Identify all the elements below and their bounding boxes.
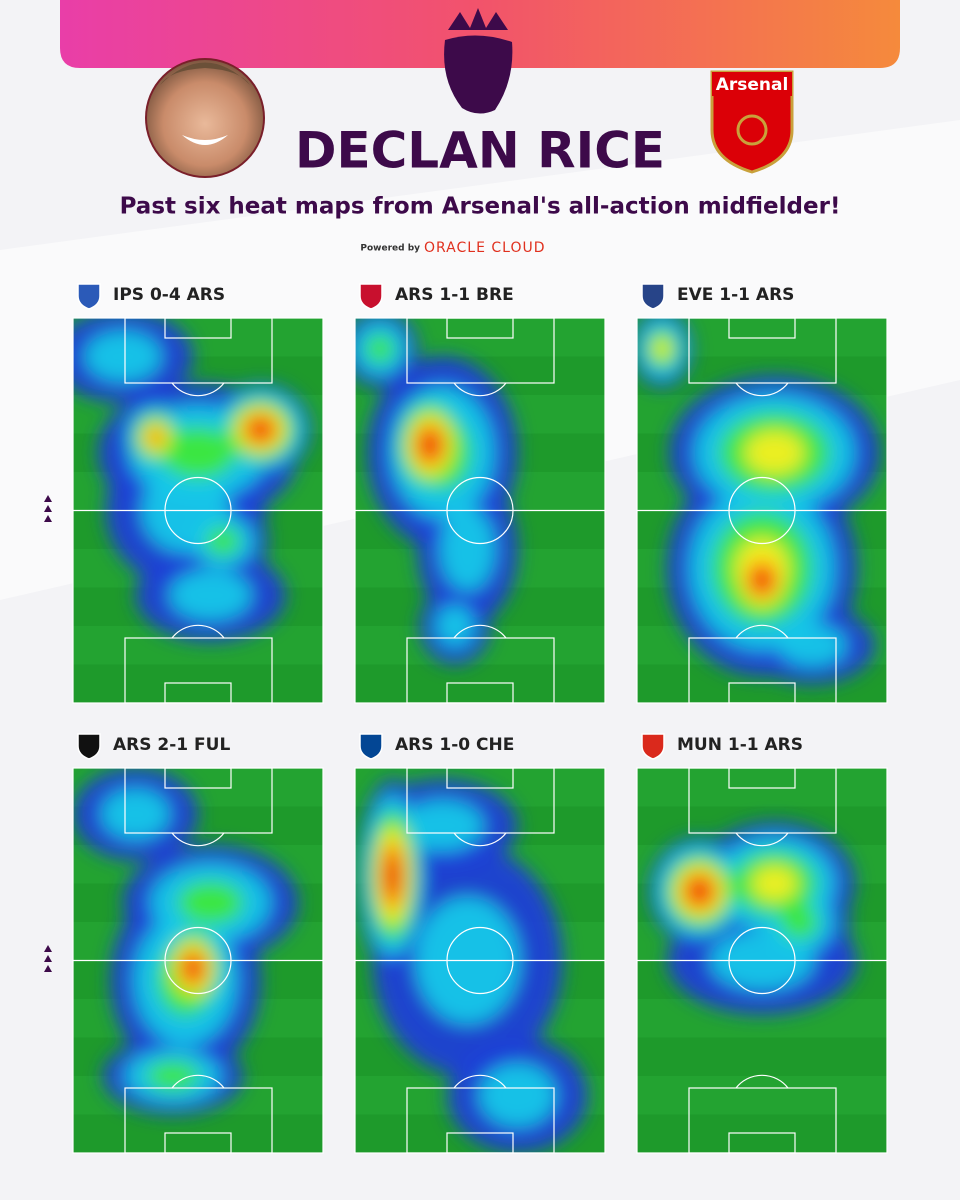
league-logo (444, 8, 513, 114)
six-yard-box (446, 682, 514, 704)
match-label: ARS 2-1 FUL (113, 735, 230, 755)
match-label: ARS 1-0 CHE (395, 735, 514, 755)
penalty-arc (171, 624, 225, 639)
heat-blob (777, 624, 847, 667)
heat-blob (421, 433, 439, 457)
pitch-stripe (637, 1114, 887, 1153)
pitch-stripe (637, 768, 887, 807)
heat-blob (177, 881, 244, 925)
team-crest (77, 733, 101, 760)
team-crest (641, 283, 665, 310)
sponsor: ORACLE CLOUD (424, 240, 546, 256)
match-label: EVE 1-1 ARS (677, 285, 794, 305)
title: DECLAN RICE (295, 122, 665, 180)
heat-blob (160, 426, 236, 479)
heat-blob (435, 605, 475, 647)
heat-blob (401, 800, 484, 851)
team-crest (641, 733, 665, 760)
centre-circle (446, 926, 514, 995)
team-crest (359, 283, 383, 310)
centre-circle (728, 476, 796, 545)
penalty-arc (171, 382, 225, 397)
heat-map (72, 317, 324, 704)
penalty-arc (453, 382, 507, 397)
subtitle: Past six heat maps from Arsenal's all-ac… (120, 194, 841, 220)
pitch-stripe (355, 664, 605, 703)
six-yard-box (446, 317, 514, 339)
heat-blob (101, 789, 170, 840)
six-yard-box (728, 682, 796, 704)
penalty-arc (171, 1074, 225, 1089)
centre-circle (164, 926, 232, 995)
match-label: ARS 1-1 BRE (395, 285, 514, 305)
penalty-arc (171, 832, 225, 847)
six-yard-box (446, 767, 514, 789)
six-yard-box (164, 317, 232, 339)
heat-blob (653, 337, 671, 360)
team-crest (77, 283, 101, 310)
heat-blob (479, 1063, 556, 1127)
heat-blob (146, 1061, 200, 1091)
penalty-arc (735, 624, 789, 639)
heat-blob (84, 331, 162, 382)
centre-circle (164, 476, 232, 545)
team-crest (359, 733, 383, 760)
penalty-arc (735, 832, 789, 847)
six-yard-box (728, 1132, 796, 1154)
heat-map (354, 317, 606, 704)
heat-blob (689, 880, 710, 902)
pitch-stripe (73, 664, 323, 703)
heat-blob (365, 334, 395, 364)
pitch-stripe (637, 1037, 887, 1076)
heat-blob (744, 430, 805, 475)
badge-text: Arsenal (716, 75, 789, 95)
heat-map (354, 767, 606, 1154)
heat-map (636, 767, 888, 1154)
powered-by: Powered by (360, 244, 420, 254)
heat (73, 768, 298, 1115)
six-yard-box (164, 767, 232, 789)
heat-blob (250, 420, 271, 439)
heat-blob (780, 904, 819, 940)
heat-blob (169, 570, 252, 621)
heat-blob (753, 569, 771, 591)
heat (649, 821, 857, 1015)
penalty-arc (735, 1074, 789, 1089)
penalty-arc (735, 382, 789, 397)
heat-blob (206, 526, 240, 556)
six-yard-box (164, 682, 232, 704)
six-yard-box (728, 767, 796, 789)
penalty-arc (453, 832, 507, 847)
heat-map (72, 767, 324, 1154)
heat-blob (440, 507, 495, 591)
pitch-stripe (637, 1076, 887, 1115)
heat (73, 318, 311, 642)
heat-blob (147, 428, 164, 447)
side-arrows (44, 495, 52, 972)
heat-blob (751, 865, 798, 902)
centre-circle (728, 926, 796, 995)
heat (637, 318, 880, 684)
penalty-arc (453, 1074, 507, 1089)
club-badge: Arsenal (710, 70, 794, 174)
header-bar (60, 0, 900, 68)
six-yard-box (164, 1132, 232, 1154)
centre-circle (446, 476, 514, 545)
match-label: IPS 0-4 ARS (113, 285, 225, 305)
six-yard-box (728, 317, 796, 339)
six-yard-box (446, 1132, 514, 1154)
match-label: MUN 1-1 ARS (677, 735, 803, 755)
player-photo (145, 58, 265, 178)
pitch-stripe (73, 1114, 323, 1153)
heat-blob (185, 957, 201, 979)
heat-blob (385, 857, 400, 895)
heat-map (636, 317, 888, 704)
penalty-arc (453, 624, 507, 639)
